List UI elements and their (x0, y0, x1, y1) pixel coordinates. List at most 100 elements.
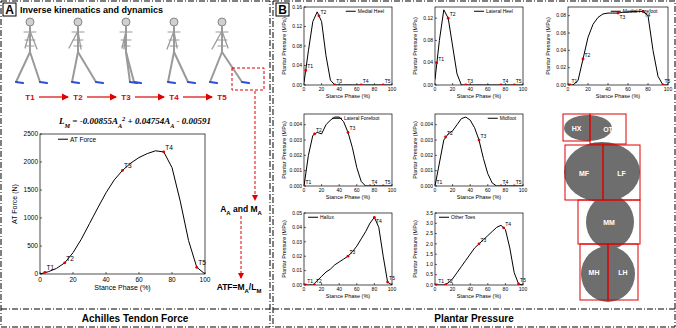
phase-marker (347, 255, 350, 258)
y-tick-label: 1.5 (426, 251, 433, 257)
bone (222, 52, 242, 82)
chart: 0204060801000.00.51.01.52.02.53.03.5Stan… (412, 210, 527, 299)
y-tick-label: 0 (34, 270, 38, 277)
chart: 0204060801000.0000.0010.0020.0030.004Sta… (281, 114, 396, 200)
x-tick (139, 272, 140, 274)
y-tick-label: 0.06 (556, 30, 566, 36)
y-tick-label: 0.001 (289, 167, 302, 173)
foot (134, 82, 141, 83)
phase-marker (386, 281, 389, 284)
x-tick (628, 83, 629, 85)
text-part: = -0.00855A (70, 116, 118, 126)
y-tick (568, 15, 570, 16)
y-tick-label: 3.5 (426, 210, 433, 216)
skull (122, 18, 130, 26)
data-group (435, 117, 523, 186)
y-axis-label: Plantar Pressure (MPa) (412, 121, 418, 179)
y-tick-label: 1500 (24, 186, 39, 193)
phase-label: T4 (376, 218, 382, 224)
dashed-arrow (241, 216, 242, 278)
chart: 02040608010005001000150020002500Stance P… (11, 130, 211, 292)
skeleton (69, 18, 103, 83)
y-tick-label: 1000 (24, 214, 39, 221)
x-tick-label: 80 (372, 86, 378, 92)
bone (72, 52, 78, 82)
phase-marker (304, 69, 307, 72)
y-tick (304, 85, 306, 86)
x-tick-label: 0 (434, 286, 437, 292)
y-tick-label: 2500 (24, 130, 39, 137)
x-tick-label: 0 (303, 187, 306, 193)
skull (26, 18, 34, 26)
x-tick-label: 80 (503, 86, 509, 92)
y-tick (435, 274, 437, 275)
phase-marker (582, 58, 585, 61)
bone (212, 31, 228, 49)
x-tick (106, 272, 107, 274)
phase-label: T3 (467, 78, 473, 84)
chart: 0204060801000.000.040.080.12Stance Phase… (412, 7, 527, 99)
y-tick (435, 140, 437, 141)
phase-label: T4 (169, 93, 179, 102)
x-tick-label: 60 (485, 286, 491, 292)
text-part: /L (249, 282, 257, 292)
phase-label: T1 (438, 278, 444, 284)
y-tick (435, 40, 437, 41)
x-tick-label: 0 (38, 276, 42, 283)
region-label: OT (603, 126, 613, 133)
skull (170, 18, 178, 26)
y-tick (304, 124, 306, 125)
foot (210, 82, 217, 83)
x-tick-label: 80 (645, 86, 651, 92)
line (568, 11, 668, 85)
y-tick (435, 155, 437, 156)
phase-label: T3 (336, 78, 342, 84)
y-tick-label: 0.000 (420, 183, 433, 189)
phase-label: T1 (572, 78, 578, 84)
foot-shape (586, 195, 634, 249)
x-tick (505, 283, 506, 285)
x-tick (356, 283, 357, 285)
phase-label: T1 (25, 93, 35, 102)
x-tick-label: 20 (450, 286, 456, 292)
x-tick-label: 60 (485, 187, 491, 193)
phase-label: T4 (505, 221, 511, 227)
x-tick-label: 0 (567, 86, 570, 92)
y-tick (435, 213, 437, 214)
y-tick (304, 7, 306, 8)
x-tick-label: 80 (372, 286, 378, 292)
foot (96, 82, 103, 83)
x-axis-label: Stance Phase (%) (457, 93, 501, 99)
bone (16, 52, 30, 82)
phase-marker (435, 61, 438, 64)
y-tick-label: 0.001 (420, 167, 433, 173)
foot-map: HXOTMFLFMMMHLH (563, 114, 640, 302)
y-axis-label: Plantar Pressure (MPa) (412, 220, 418, 278)
bone (29, 26, 31, 52)
x-tick-label: 40 (467, 286, 473, 292)
bone (167, 31, 177, 49)
x-tick-label: 80 (168, 276, 176, 283)
bone (78, 52, 96, 82)
y-tick-label: 0.003 (289, 137, 302, 143)
chart: 0204060801000.000.040.080.120.16Stance P… (281, 4, 396, 99)
panel-label-box (3, 3, 16, 16)
bone (173, 26, 175, 52)
x-tick-label: 100 (664, 86, 673, 92)
x-axis-label: Stance Phase (%) (94, 284, 150, 292)
legend-label: Lateral Forefoot (344, 115, 380, 121)
x-tick (339, 184, 340, 186)
bone (122, 31, 126, 49)
x-tick-label: 60 (135, 276, 143, 283)
y-tick-label: 2000 (24, 158, 39, 165)
foot (188, 82, 195, 83)
line (304, 12, 392, 85)
x-tick-label: 60 (485, 86, 491, 92)
panel-label: A (5, 3, 14, 17)
y-tick-label: 0.002 (289, 152, 302, 158)
y-tick (435, 170, 437, 171)
region-label: MM (603, 219, 615, 226)
x-tick-label: 20 (319, 187, 325, 193)
x-tick-label: 0 (434, 86, 437, 92)
divider (1, 309, 270, 310)
